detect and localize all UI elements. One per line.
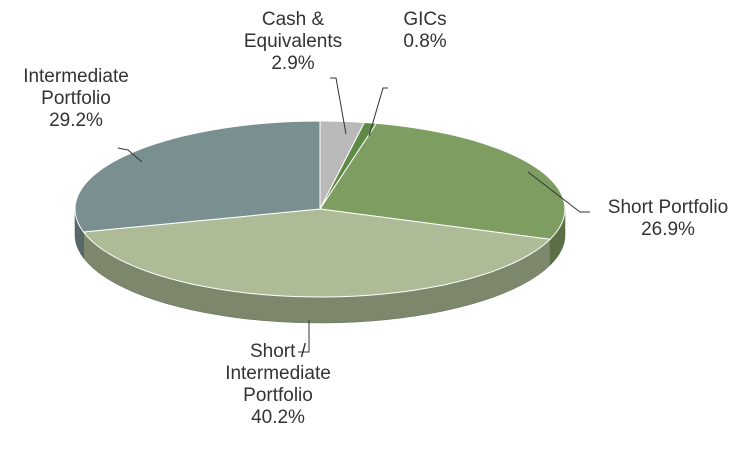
leader-line — [298, 320, 310, 353]
slice — [82, 208, 552, 298]
leader-line — [368, 87, 388, 137]
category-name: Short / Intermediate Portfolio — [225, 341, 331, 406]
slice-label: Short / Intermediate Portfolio 40.2% — [218, 341, 338, 429]
value-label: 29.2% — [49, 110, 103, 131]
value-label: 0.8% — [403, 31, 447, 52]
value-label: 2.9% — [271, 53, 315, 74]
slice — [319, 122, 566, 240]
leader-line — [117, 147, 143, 163]
value-label: 26.9% — [641, 219, 695, 240]
category-name: Cash & Equivalents — [243, 9, 343, 52]
slice-label: GICs 0.8% — [395, 9, 455, 53]
value-label: 40.2% — [251, 407, 305, 428]
slice — [74, 120, 321, 233]
slice-label: Intermediate Portfolio 29.2% — [6, 66, 146, 132]
slice-label: Short Portfolio 26.9% — [583, 197, 745, 241]
category-name: GICs — [403, 9, 447, 30]
category-name: Short Portfolio — [607, 197, 729, 218]
category-name: Intermediate Portfolio — [23, 66, 129, 109]
leader-line — [527, 171, 590, 213]
leader-line — [330, 77, 347, 135]
slice-label: Cash & Equivalents 2.9% — [238, 9, 348, 75]
